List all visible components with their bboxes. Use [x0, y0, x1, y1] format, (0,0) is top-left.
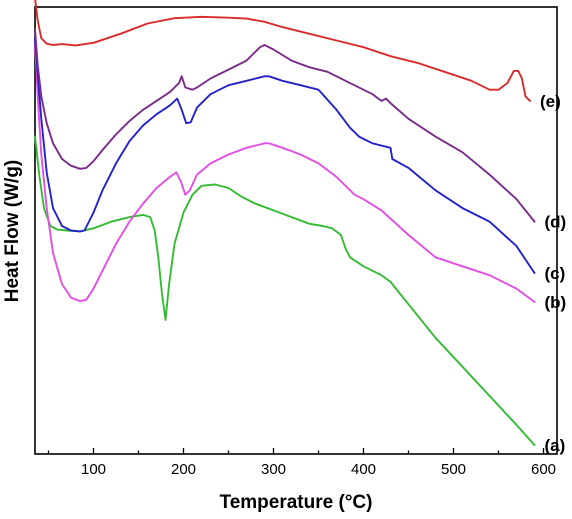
x-tick-label: 100: [81, 461, 106, 478]
curve-label-0: (a): [545, 436, 566, 455]
x-tick-label: 600: [531, 461, 556, 478]
curve-labels: (a) (b) (c) (d) (e): [540, 92, 566, 455]
curve-label-2: (c): [545, 264, 566, 283]
x-axis-unit: °C: [345, 492, 367, 513]
plot-frame: [34, 6, 558, 455]
x-axis-title-text: Temperature: [220, 492, 334, 513]
x-tick-label: 500: [441, 461, 466, 478]
x-axis-title: Temperature (°C): [220, 492, 373, 513]
x-tick-label: 400: [351, 461, 376, 478]
x-tick-label: 200: [171, 461, 196, 478]
x-ticks: 100 200 300 400 500 600: [47, 448, 556, 478]
y-axis-title: Heat Flow (W/g): [2, 160, 23, 302]
series-layer: [34, 0, 536, 447]
curve-label-3: (d): [545, 213, 567, 232]
series-line-0: [34, 135, 536, 447]
series-line-3: [34, 28, 536, 223]
series-line-4: [34, 0, 531, 102]
x-tick-label: 300: [261, 461, 286, 478]
curve-label-1: (b): [545, 293, 567, 312]
curve-label-4: (e): [540, 92, 561, 111]
series-line-1: [34, 41, 536, 303]
series-line-2: [34, 37, 536, 274]
